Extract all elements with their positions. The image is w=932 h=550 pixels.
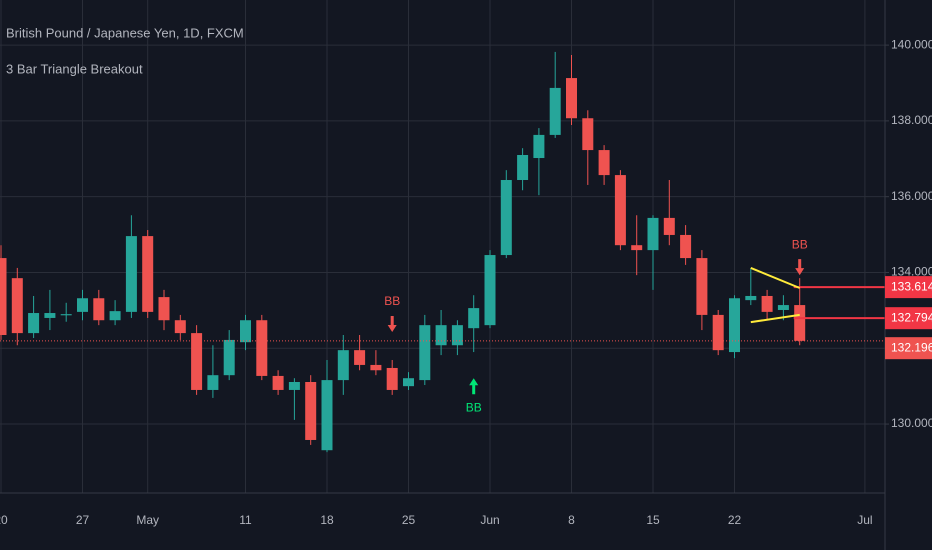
candle-body — [598, 150, 610, 176]
x-tick-label: 22 — [728, 513, 742, 527]
candle-body — [451, 325, 463, 346]
price-badge-label: 132.794 — [891, 310, 932, 324]
candle-body — [272, 375, 284, 390]
signal-arrow — [795, 259, 805, 276]
axes: 130.000132.000134.000136.000138.000140.0… — [0, 37, 932, 527]
candle-body — [777, 305, 789, 310]
x-tick-label: 18 — [320, 513, 334, 527]
candle-body — [240, 320, 251, 343]
candle-body — [631, 245, 643, 251]
grid — [0, 0, 885, 493]
signal-label: BB — [466, 400, 482, 414]
y-tick-label: 134.000 — [891, 265, 932, 279]
x-tick-label: May — [136, 513, 159, 527]
candle-body — [794, 305, 806, 341]
y-tick-label: 138.000 — [891, 113, 932, 127]
candle-body — [566, 78, 577, 119]
signal-arrow — [469, 378, 479, 395]
candle-body — [500, 180, 512, 256]
candle-body — [386, 367, 398, 390]
trend-line — [750, 313, 800, 324]
candle-body — [93, 298, 105, 321]
candle-body — [419, 325, 431, 381]
plot: BBBBBBBB — [0, 51, 885, 453]
candle-body — [223, 339, 235, 376]
candle-body — [125, 236, 137, 312]
x-tick-label: 15 — [646, 513, 660, 527]
trend-line — [750, 267, 801, 289]
candle-body — [761, 295, 773, 312]
price-badge-label: 132.196 — [891, 340, 932, 354]
candle-body — [614, 175, 626, 246]
signal-arrow — [387, 315, 397, 332]
candle-body — [745, 295, 757, 301]
candle-body — [517, 154, 529, 181]
candle-body — [191, 333, 203, 390]
candle-body — [109, 311, 121, 321]
x-tick-label: 11 — [239, 513, 252, 527]
candle-body — [174, 320, 186, 334]
x-tick-label: 25 — [402, 513, 416, 527]
candle-body — [729, 298, 740, 353]
candle-body — [158, 297, 170, 321]
candle-body — [647, 217, 659, 251]
candle-body — [256, 320, 268, 376]
candle-body — [533, 134, 545, 159]
price-badge — [885, 337, 932, 360]
chart-title: British Pound / Japanese Yen, 1D, FXCM — [6, 25, 244, 40]
candle-body — [305, 381, 317, 440]
candle-body — [435, 325, 447, 346]
candle-body — [549, 87, 561, 135]
candle-body — [288, 381, 300, 390]
candle-body — [321, 380, 333, 451]
candle-body — [0, 258, 7, 336]
price-badge — [885, 276, 932, 299]
candle-body — [663, 217, 675, 235]
candle-body — [77, 298, 88, 312]
y-tick-label: 130.000 — [891, 416, 932, 430]
candle-body — [370, 364, 382, 371]
indicator-name: 3 Bar Triangle Breakout — [6, 61, 143, 76]
candle-body — [712, 314, 724, 351]
candle-body — [44, 313, 56, 318]
candle-body — [337, 350, 349, 381]
x-tick-label: Jul — [857, 513, 872, 527]
signal-label: BB — [384, 294, 400, 308]
candle-body — [207, 375, 219, 390]
signal-label: BB — [792, 237, 808, 251]
candle-body — [28, 313, 40, 334]
x-tick-label: Jun — [480, 513, 499, 527]
y-tick-label: 140.000 — [891, 37, 932, 51]
candle-body — [696, 258, 708, 315]
candle-body — [582, 118, 594, 151]
candle-body — [484, 255, 496, 326]
x-tick-label: 20 — [0, 513, 8, 527]
candle-body — [60, 314, 72, 316]
price-badge — [885, 307, 932, 330]
candle-body — [11, 278, 23, 334]
x-tick-label: 8 — [568, 513, 575, 527]
price-badge-label: 133.614 — [891, 279, 932, 293]
candle-body — [354, 350, 366, 365]
y-tick-label: 136.000 — [891, 189, 932, 203]
x-tick-label: 27 — [76, 513, 90, 527]
candle-body — [403, 378, 414, 387]
candle-body — [142, 236, 154, 312]
candle-body — [680, 234, 692, 259]
candle-body — [468, 308, 480, 329]
